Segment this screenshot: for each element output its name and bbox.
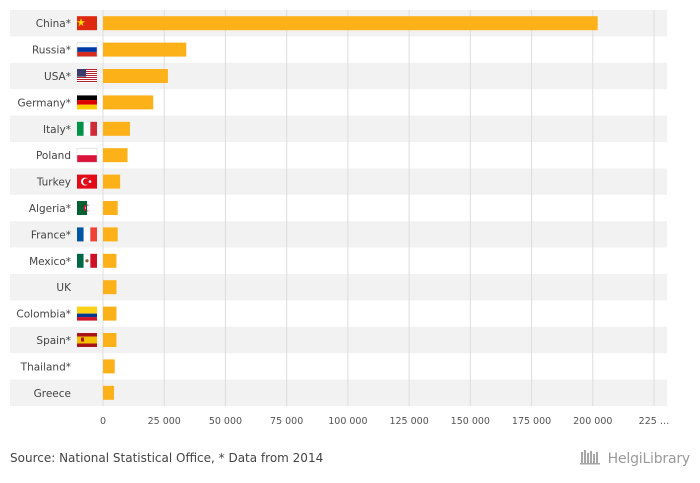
bar-turkey (103, 174, 121, 189)
bar-france (103, 227, 118, 242)
bar-italy (103, 121, 130, 136)
row-band (10, 379, 667, 406)
x-tick-label: 100 000 (328, 416, 367, 427)
brand-logo[interactable]: HelgiLibrary (579, 449, 691, 469)
row-band (10, 274, 667, 301)
x-tick-label: 0 (100, 416, 106, 427)
usa-flag-icon (77, 69, 97, 83)
category-label: Mexico* (29, 256, 71, 268)
brand-name: HelgiLibrary (607, 451, 691, 467)
x-tick-label: 150 000 (451, 416, 490, 427)
bars (103, 16, 598, 400)
category-label: Colombia* (16, 309, 71, 321)
category-label: France* (31, 229, 71, 241)
x-tick-label: 200 000 (573, 416, 612, 427)
bar-germany (103, 95, 154, 110)
bar-usa (103, 69, 168, 83)
italy-flag-icon (77, 121, 97, 136)
row-bands (10, 10, 667, 406)
bar-colombia (103, 306, 117, 321)
bar-chart: China* Russia* USA* Germany* Italy* Poland Tur… (10, 10, 669, 427)
category-label: Germany* (17, 97, 71, 109)
x-tick-label: 225 … (639, 416, 670, 427)
mexico-flag-icon (77, 253, 97, 268)
poland-flag-icon (76, 147, 98, 163)
russia-flag-icon (76, 42, 98, 57)
category-label: UK (56, 282, 72, 294)
row-band (10, 326, 667, 354)
x-tick-label: 75 000 (270, 416, 303, 427)
x-tick-label: 175 000 (512, 416, 551, 427)
category-label: Thailand* (20, 361, 71, 373)
bar-spain (103, 333, 117, 347)
library-icon (579, 449, 604, 469)
x-tick-label: 125 000 (389, 416, 428, 427)
colombia-flag-icon (77, 306, 97, 321)
bar-thailand (103, 359, 115, 374)
bar-uk (103, 280, 117, 295)
bar-mexico (103, 253, 117, 268)
row-band (10, 221, 667, 248)
germany-flag-icon (77, 95, 97, 110)
category-label: Russia* (32, 45, 71, 57)
category-labels: China* Russia* USA* Germany* Italy* Poland Tur… (16, 18, 72, 400)
x-axis-ticks: 0 25 000 50 000 75 000 100 000 125 000 150 000… (100, 416, 669, 427)
category-label: Greece (34, 388, 71, 400)
bar-algeria (103, 201, 118, 215)
category-label: Turkey (36, 177, 71, 189)
bar-poland (103, 148, 128, 163)
x-tick-label: 25 000 (148, 416, 181, 427)
source-note: Source: National Statistical Office, * D… (10, 451, 324, 465)
category-label: Algeria* (29, 203, 71, 215)
bar-russia (103, 42, 187, 57)
category-label: China* (36, 18, 71, 30)
china-flag-icon (77, 16, 97, 31)
category-label: USA* (44, 71, 71, 83)
spain-flag-icon (77, 333, 97, 347)
bar-greece (103, 385, 115, 400)
category-label: Italy* (43, 124, 71, 136)
category-label: Spain* (36, 335, 71, 347)
france-flag-icon (77, 227, 97, 242)
bar-china (103, 16, 598, 31)
x-tick-label: 50 000 (209, 416, 242, 427)
category-label: Poland (36, 150, 71, 162)
algeria-flag-icon (77, 201, 97, 215)
turkey-flag-icon (77, 174, 97, 189)
flags (76, 16, 98, 347)
